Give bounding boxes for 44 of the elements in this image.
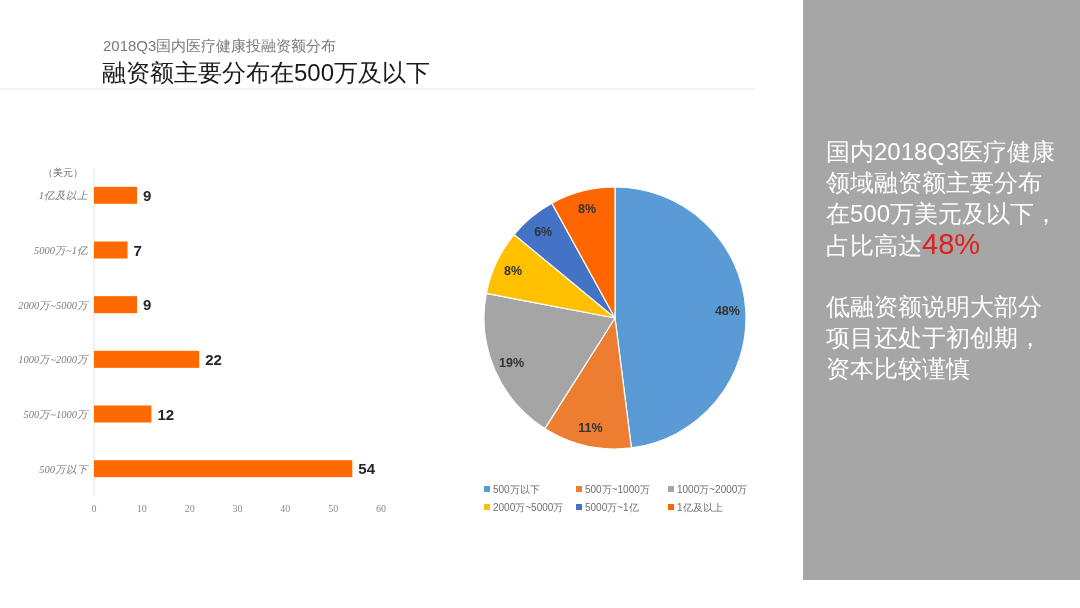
legend-label: 500万~1000万 bbox=[585, 483, 650, 495]
chart-title: 2018Q3国内医疗健康投融资额分布 bbox=[103, 37, 337, 54]
bar bbox=[94, 350, 200, 368]
y-axis-title: （美元） bbox=[43, 167, 83, 178]
x-tick-label: 30 bbox=[232, 503, 243, 514]
text: 低融资额说明大部分项目还处于初创期，资本比较谨慎 bbox=[826, 293, 1042, 382]
chart-subtitle: 融资额主要分布在500万及以下 bbox=[102, 59, 431, 86]
legend-label: 1亿及以上 bbox=[677, 501, 723, 513]
y-tick-label: 1000万~2000万 bbox=[18, 354, 90, 366]
y-tick-label: 1亿及以上 bbox=[38, 190, 88, 202]
data-label: 12 bbox=[157, 405, 175, 423]
data-label: 6% bbox=[534, 224, 553, 239]
x-tick-label: 20 bbox=[184, 503, 195, 514]
data-label: 9 bbox=[143, 186, 152, 204]
legend-label: 5000万~1亿 bbox=[585, 501, 639, 513]
y-tick-label: 500万以下 bbox=[39, 463, 90, 475]
data-label: 19% bbox=[499, 356, 525, 371]
data-label: 11% bbox=[578, 421, 603, 436]
x-tick-label: 10 bbox=[136, 503, 147, 514]
x-tick-label: 50 bbox=[328, 503, 339, 514]
bar bbox=[94, 405, 152, 423]
y-tick-label: 5000万~1亿 bbox=[34, 245, 88, 256]
bar bbox=[94, 241, 128, 259]
y-tick-label: 500万~1000万 bbox=[23, 409, 90, 420]
text: 占比高达 bbox=[826, 232, 922, 259]
data-label: 8% bbox=[577, 202, 597, 217]
x-tick-label: 40 bbox=[280, 503, 291, 514]
x-tick-label: 60 bbox=[376, 503, 386, 514]
bar bbox=[94, 296, 138, 314]
bar bbox=[94, 460, 353, 478]
data-label: 48% bbox=[714, 304, 740, 319]
bar bbox=[94, 186, 138, 204]
legend-label: 1000万~2000万 bbox=[677, 483, 748, 495]
text: 国内2018Q3医疗健康领域融资额主要分布在500万美元及以下， bbox=[826, 138, 1059, 227]
data-label: 22 bbox=[205, 350, 222, 368]
legend-label: 500万以下 bbox=[493, 483, 540, 495]
data-label: 54 bbox=[358, 460, 376, 478]
data-label: 7 bbox=[133, 241, 142, 259]
legend-label: 2000万~5000万 bbox=[493, 501, 564, 513]
data-label: 8% bbox=[504, 263, 523, 278]
text: 48% bbox=[922, 228, 981, 260]
x-tick-label: 0 bbox=[91, 503, 97, 514]
y-tick-label: 2000万~5000万 bbox=[18, 299, 90, 311]
data-label: 9 bbox=[143, 296, 152, 314]
